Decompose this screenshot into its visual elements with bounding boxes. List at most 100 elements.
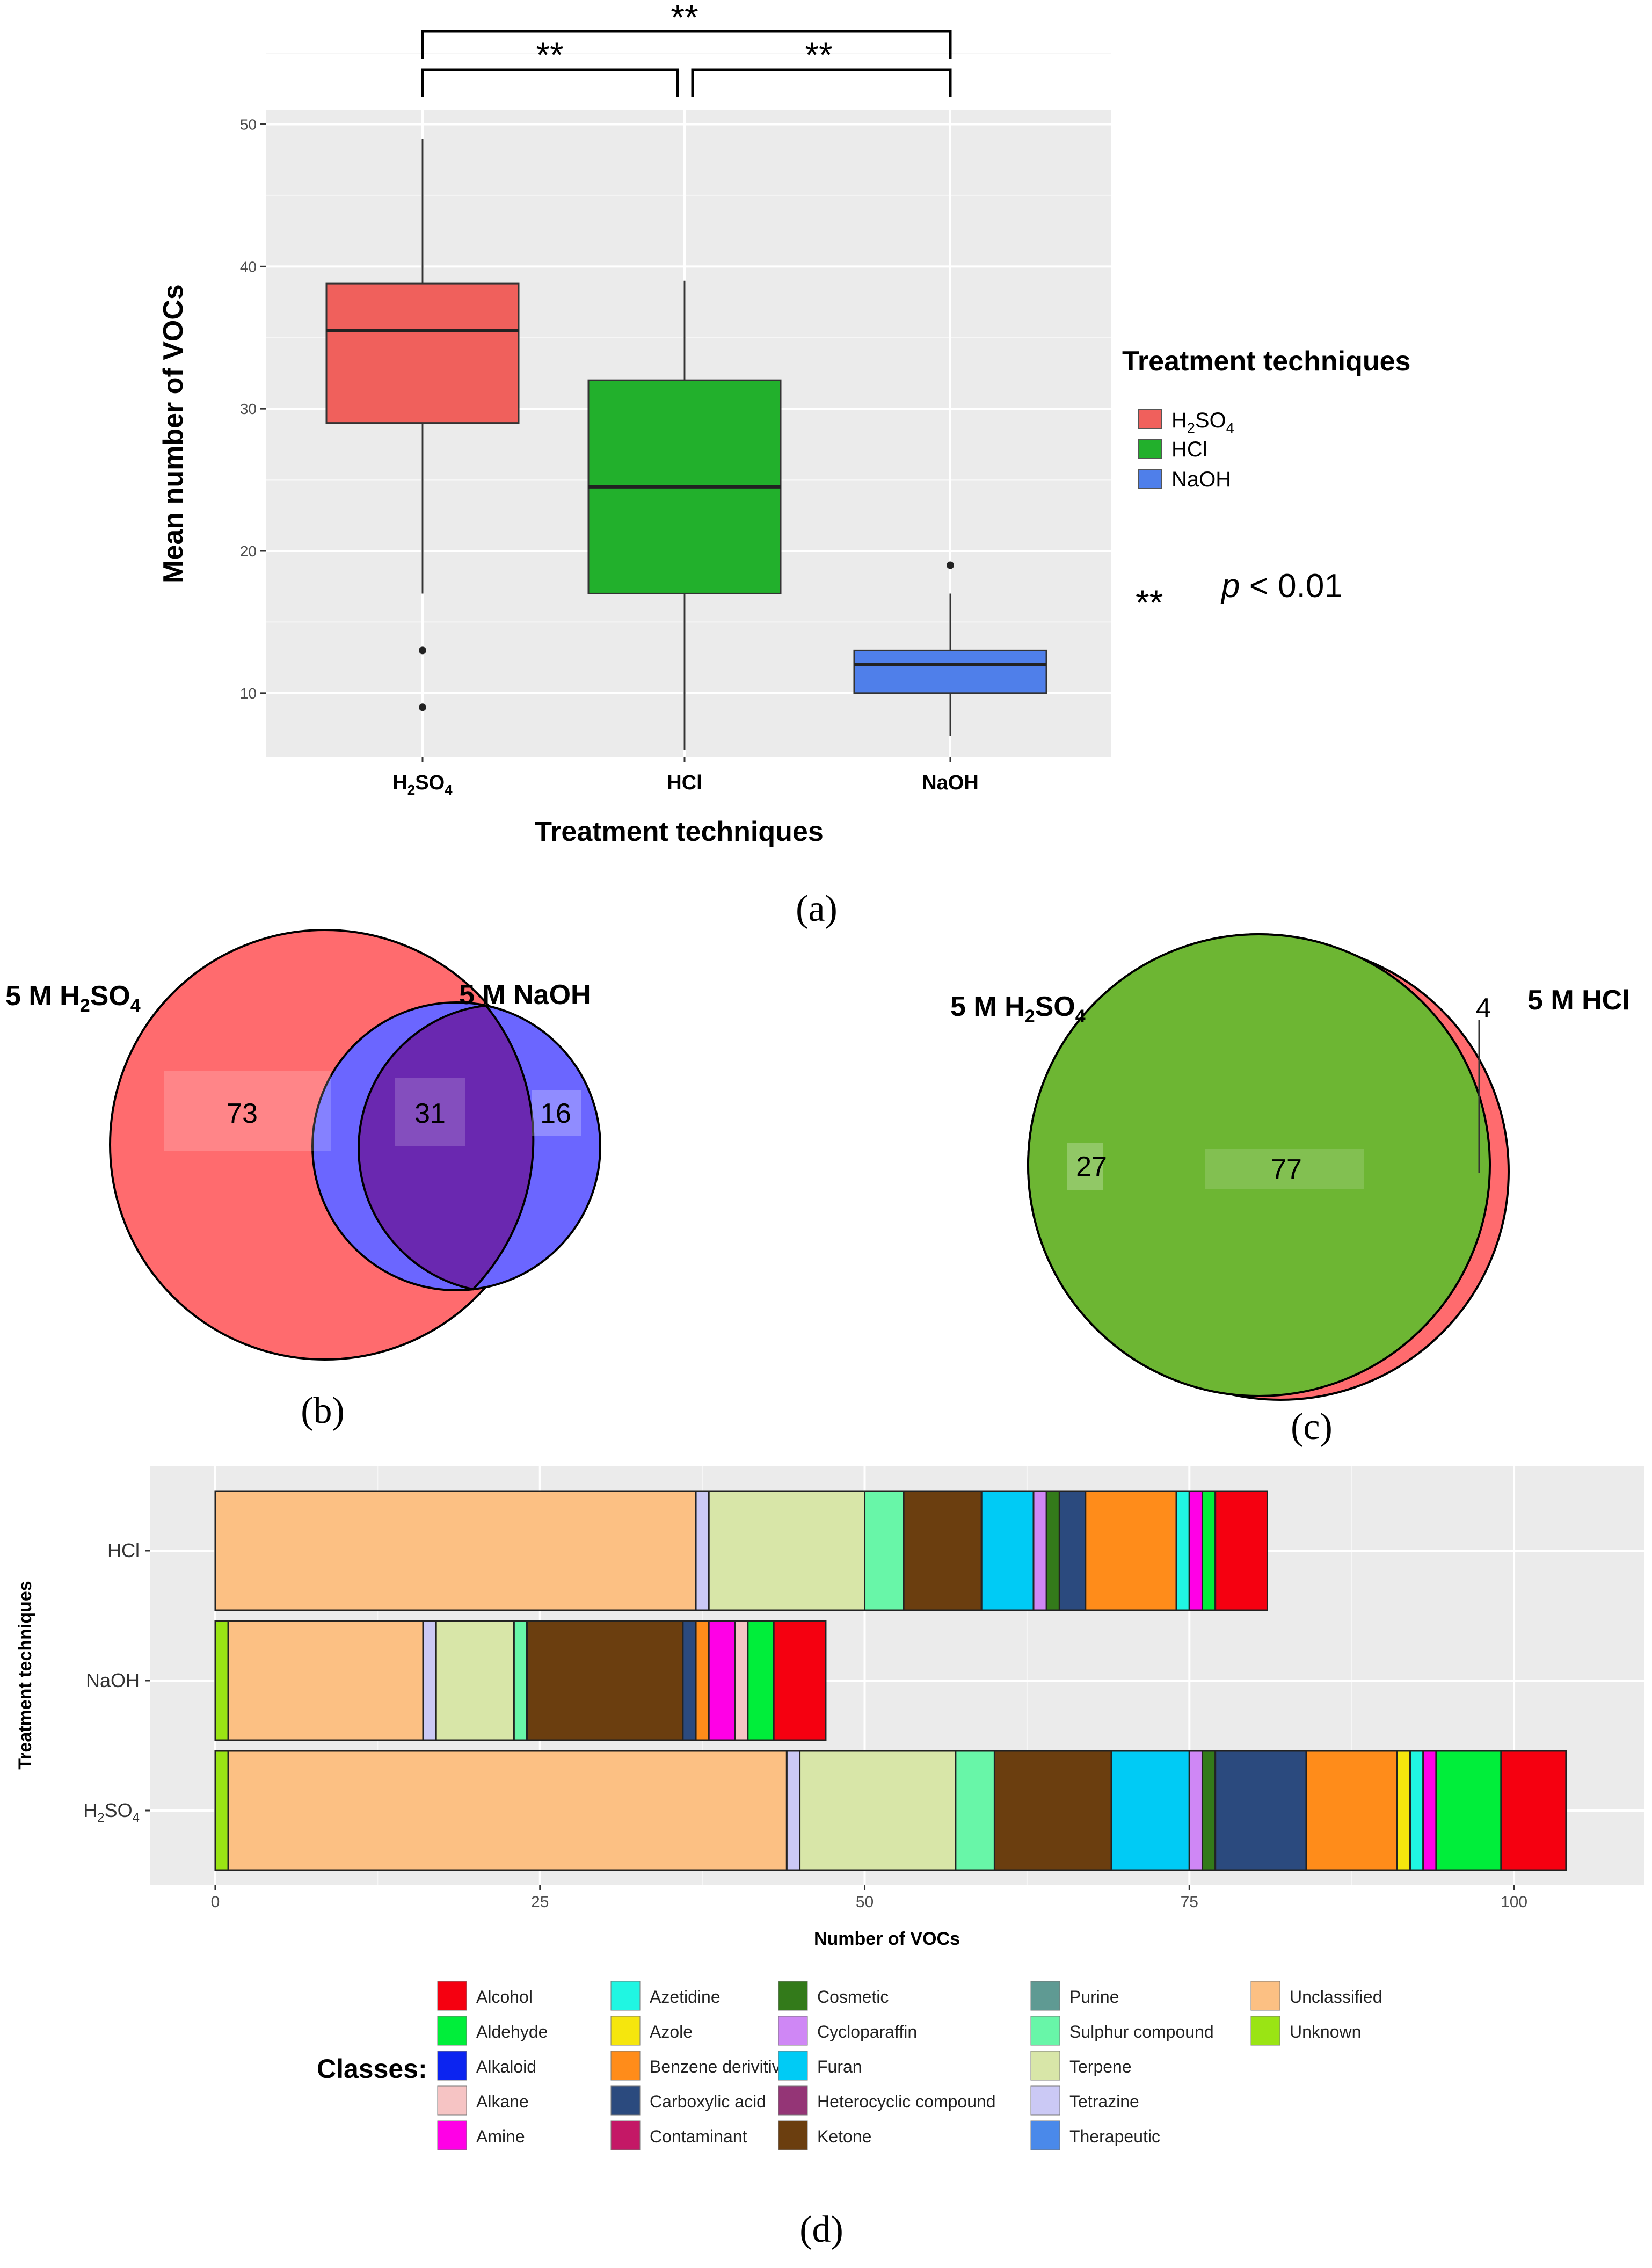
legend-label: Heterocyclic compound	[817, 2092, 996, 2111]
legend-swatch	[1030, 2051, 1060, 2081]
y-axis-title: Mean number of VOCs	[158, 284, 189, 584]
caption-a: (a)	[796, 888, 838, 929]
legend-key-h2so4	[1138, 409, 1162, 429]
bar-segment	[1045, 1490, 1060, 1611]
bar-segment	[708, 1620, 736, 1741]
x-tick-label: 50	[856, 1893, 874, 1911]
legend-swatch	[610, 2085, 641, 2116]
legend-item: Azetidine	[610, 1981, 721, 2011]
bar-segment	[1214, 1750, 1307, 1871]
x-axis-title: Treatment techniques	[535, 816, 823, 847]
y-tick-label: 10	[240, 685, 257, 702]
x-tick-label: 25	[531, 1893, 549, 1911]
legend-item: Terpene	[1030, 2051, 1132, 2081]
legend-swatch	[437, 1981, 467, 2011]
legend-item: Furan	[778, 2051, 862, 2081]
legend-label: Alkane	[476, 2092, 529, 2111]
legend-item: Alkane	[437, 2085, 529, 2116]
legend-label: Aldehyde	[476, 2022, 548, 2041]
legend-item: Benzene derivitive	[610, 2051, 790, 2081]
venn-label-hcl: 5 M HCl	[1527, 985, 1630, 1016]
bar-segment	[1175, 1490, 1190, 1611]
legend-item: Carboxylic acid	[610, 2085, 766, 2116]
significance-bracket	[691, 68, 952, 97]
legend-swatch	[610, 2120, 641, 2150]
y-tick-label: H2SO4	[83, 1799, 140, 1825]
caption-b: (b)	[301, 1390, 345, 1431]
legend-label: Tetrazine	[1069, 2092, 1139, 2111]
legend-item: Heterocyclic compound	[778, 2085, 996, 2116]
bar-segment	[526, 1620, 684, 1741]
significance-note-p: p < 0.01	[1220, 568, 1343, 605]
y-tick-label: 30	[240, 401, 257, 417]
legend-swatch	[778, 2051, 808, 2081]
legend-label: Therapeutic	[1069, 2127, 1160, 2146]
box-naoh	[853, 561, 1047, 736]
legend-label-naoh: NaOH	[1171, 468, 1231, 491]
legend-label: Furan	[817, 2057, 862, 2076]
count-only-h2so4: 27	[1076, 1151, 1107, 1182]
legend-label: Sulphur compound	[1069, 2022, 1214, 2041]
stacked-bar-panel-d: HCl NaOH H2SO4 0 25 50 75 100 Treatment techni…	[15, 1466, 1644, 2250]
bar-segment	[903, 1490, 983, 1611]
x-tick-label: H2SO4	[392, 772, 453, 798]
outlier-point	[419, 646, 426, 655]
bar-segment	[1422, 1750, 1437, 1871]
outlier-point	[419, 703, 426, 711]
bar-segment	[695, 1620, 710, 1741]
count-both: 77	[1271, 1154, 1302, 1185]
bar-segment	[785, 1750, 801, 1871]
bar-segment	[227, 1750, 788, 1871]
legend-item: Amine	[437, 2120, 525, 2150]
bar-segment	[513, 1620, 528, 1741]
significance-stars: **	[536, 35, 563, 75]
y-axis-title: Treatment techniques	[15, 1581, 35, 1769]
venn-intersection	[1027, 933, 1491, 1397]
bar-segment	[1188, 1490, 1203, 1611]
box-hcl	[587, 280, 782, 750]
legend-key-hcl	[1138, 439, 1162, 459]
significance-stars: **	[671, 0, 698, 37]
bar-segment	[1435, 1750, 1502, 1871]
x-tick-label: HCl	[667, 772, 702, 794]
bar-segment	[1188, 1750, 1203, 1871]
class-legend: Alcohol Aldehyde Alkaloid Alkane Amine Azetid…	[437, 1981, 1382, 2150]
legend-label: Amine	[476, 2127, 525, 2146]
bar-segment	[993, 1750, 1112, 1871]
legend-item: Ketone	[778, 2120, 871, 2150]
count-only-hcl: 4	[1476, 993, 1491, 1024]
legend-item: Contaminant	[610, 2120, 747, 2150]
legend-item: Tetrazine	[1030, 2085, 1139, 2116]
bar-segment	[980, 1490, 1035, 1611]
bar-row-h2so4	[214, 1750, 1567, 1871]
bar-segment	[747, 1620, 775, 1741]
legend-item: Purine	[1030, 1981, 1119, 2011]
label-box-both	[1205, 1149, 1364, 1189]
bar-segment	[1305, 1750, 1398, 1871]
venn-intersection	[358, 1004, 535, 1291]
y-tick-label: 20	[240, 543, 257, 559]
bar-segment	[1110, 1750, 1190, 1871]
bar-segment	[1500, 1750, 1567, 1871]
legend-label: Cosmetic	[817, 1987, 889, 2007]
legend-swatch	[1250, 2016, 1280, 2046]
significance-note-stars: **	[1136, 583, 1163, 622]
venn-label-h2so4: 5 M H2SO4	[5, 980, 141, 1016]
bar-segment	[1201, 1490, 1217, 1611]
legend-label: Alkaloid	[476, 2057, 536, 2076]
bar-segment	[1214, 1490, 1268, 1611]
legend-label: Benzene derivitive	[650, 2057, 790, 2076]
legend-item: Alkaloid	[437, 2051, 536, 2081]
legend-swatch	[1030, 2016, 1060, 2046]
legend-label: Cycloparaffin	[817, 2022, 917, 2041]
legend-label-h2so4: H2SO4	[1171, 409, 1234, 436]
legend-swatch	[778, 1981, 808, 2011]
legend-label: Unknown	[1290, 2022, 1361, 2041]
legend-item: Aldehyde	[437, 2016, 548, 2046]
box-h2so4	[325, 138, 520, 711]
bar-segment	[708, 1490, 866, 1611]
legend-swatch	[437, 2051, 467, 2081]
bar-segment	[955, 1750, 995, 1871]
bar-segment	[773, 1620, 827, 1741]
bar-segment	[1085, 1490, 1177, 1611]
